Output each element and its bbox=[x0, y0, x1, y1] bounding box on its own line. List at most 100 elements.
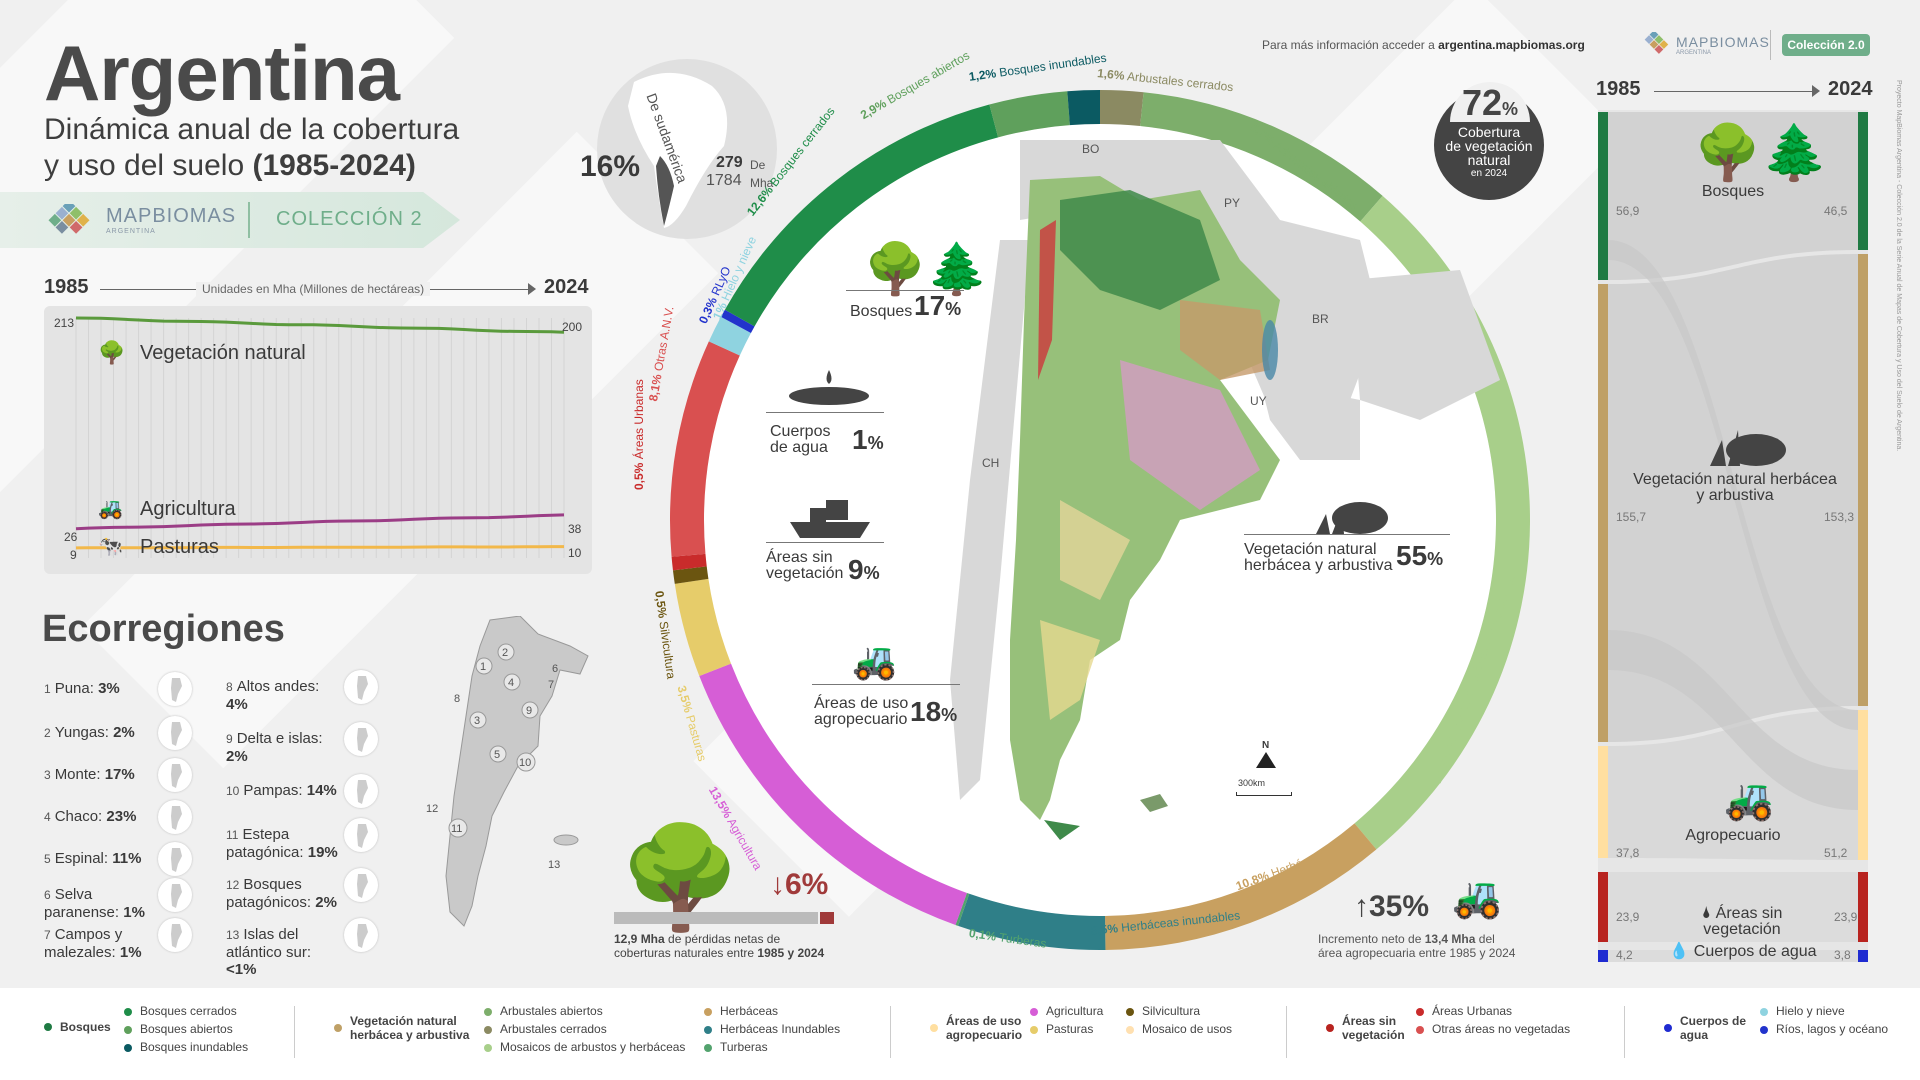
legend-bar bbox=[0, 988, 1920, 1080]
nonveg-percentage: 9% bbox=[848, 554, 880, 586]
ecoregion-name: Islas del atlántico sur: bbox=[226, 926, 312, 961]
gain-text-1: Incremento neto de bbox=[1318, 932, 1425, 946]
inset-num-1784: 1784 bbox=[706, 172, 742, 189]
water-pct-unit: % bbox=[867, 433, 884, 453]
legend-item-text: Pasturas bbox=[1046, 1022, 1094, 1036]
sankey-water-label: 💧 Cuerpos de agua bbox=[1669, 943, 1817, 960]
herb-percentage: 55% bbox=[1396, 540, 1443, 572]
herb-pct-unit: % bbox=[1427, 549, 1444, 569]
ecoregion-item: 5 Espinal: 11% bbox=[44, 850, 168, 868]
ring-label: 1,2% Bosques inundables bbox=[968, 51, 1107, 84]
legend-separator bbox=[890, 1006, 891, 1058]
ecoregion-item: 4 Chaco: 23% bbox=[44, 808, 168, 826]
sankey-agro-icon: 🚜 bbox=[1724, 778, 1774, 822]
donut-segment bbox=[720, 309, 755, 333]
legend-item-text: Ríos, lagos y océano bbox=[1776, 1022, 1889, 1036]
donut-segment bbox=[1100, 90, 1144, 127]
loss-pct-value: 6% bbox=[785, 868, 829, 901]
legend-separator bbox=[294, 1006, 295, 1058]
top-brand-sub: ARGENTINA bbox=[1676, 50, 1712, 56]
ecoregion-pct: <1% bbox=[226, 961, 257, 978]
loss-text-1: de pérdidas netas de bbox=[664, 932, 781, 946]
agro-label-2: agropecuario bbox=[814, 711, 908, 728]
pasture-start-value: 9 bbox=[70, 548, 77, 562]
south-america-inset bbox=[597, 59, 777, 239]
legend-group-text: Bosques bbox=[60, 1020, 111, 1034]
forest-icon: 🌳🌲 bbox=[864, 241, 989, 297]
legend-dot-icon bbox=[1030, 1007, 1038, 1016]
legend-dot-icon bbox=[44, 1023, 52, 1031]
ecoregion-number: 7 bbox=[44, 928, 51, 942]
donut-segment bbox=[699, 663, 967, 925]
ecoregion-item: 13 Islas del atlántico sur: <1% bbox=[226, 926, 342, 978]
veg-end-value: 200 bbox=[562, 320, 583, 334]
svg-text:3: 3 bbox=[474, 715, 480, 727]
ecoregion-name: Estepa patagónica: bbox=[226, 826, 304, 861]
gain-text-2: área agropecuaria entre 1985 y 2024 bbox=[1318, 946, 1516, 960]
sankey-nonveg-label-text: Áreas sin vegetación bbox=[1703, 905, 1783, 938]
loss-text: 12,9 Mha de pérdidas netas de coberturas… bbox=[614, 932, 824, 960]
donut-segment bbox=[955, 892, 970, 926]
ecoregion-thumbnail bbox=[158, 800, 192, 834]
legend-item: Arbustales cerrados bbox=[484, 1022, 607, 1036]
ring-label-text: Áreas Urbanas bbox=[632, 379, 646, 460]
sankey-herb-icon bbox=[1700, 420, 1790, 471]
forest-pct-unit: % bbox=[945, 299, 962, 319]
sankey-chart bbox=[1598, 110, 1868, 962]
ecoregion-number: 8 bbox=[226, 680, 233, 694]
water-label-2: de agua bbox=[770, 439, 828, 456]
ecoregion-thumbnail bbox=[158, 716, 192, 750]
ecoregion-item: 2 Yungas: 2% bbox=[44, 724, 168, 742]
sankey-year-start: 1985 bbox=[1596, 78, 1641, 100]
water-pct-value: 1 bbox=[852, 424, 868, 455]
coverage-line-1: Cobertura bbox=[1457, 124, 1521, 140]
svg-text:12: 12 bbox=[426, 803, 438, 815]
mapbiomas-logo-small-icon bbox=[1644, 32, 1669, 54]
brand-bar bbox=[0, 192, 460, 248]
series-line-pastures bbox=[75, 545, 564, 550]
ecoregion-number: 4 bbox=[44, 810, 51, 824]
ecoregion-pct: 3% bbox=[98, 680, 120, 697]
ecoregion-item: 12 Bosques patagónicos: 2% bbox=[226, 876, 342, 911]
herb-label-1: Vegetación natural bbox=[1244, 541, 1377, 558]
page-title: Argentina bbox=[44, 29, 400, 117]
donut-segment bbox=[672, 566, 709, 584]
page-subtitle: Dinámica anual de la cobertura y uso del… bbox=[44, 112, 524, 184]
veg-series-label: Vegetación natural bbox=[140, 342, 306, 364]
svg-text:8: 8 bbox=[454, 693, 460, 705]
legend-dot-icon bbox=[704, 1043, 712, 1052]
nonveg-pct-value: 9 bbox=[848, 554, 864, 585]
donut-segment bbox=[724, 104, 999, 327]
collection-badge: Colección 2.0 bbox=[1782, 34, 1870, 56]
legend-item: Herbáceas bbox=[704, 1004, 778, 1018]
sankey-nonveg-label: 🌢 Áreas sin vegetación bbox=[1701, 905, 1783, 938]
agro-pct-unit: % bbox=[941, 705, 958, 725]
ring-label-pct: 1,6% bbox=[1096, 66, 1126, 83]
ring-label-text: Bosques inundables bbox=[998, 50, 1108, 80]
agro-percentage: 18% bbox=[910, 696, 957, 728]
ecoregion-number: 11 bbox=[226, 828, 239, 842]
loss-text-2: coberturas naturales entre bbox=[614, 946, 758, 960]
sankey-agro-start: 37,8 bbox=[1616, 846, 1640, 860]
legend-dot-icon bbox=[1416, 1007, 1424, 1016]
gain-text: Incremento neto de 13,4 Mha del área agr… bbox=[1318, 932, 1515, 960]
legend-item: Mosaicos de arbustos y herbáceas bbox=[484, 1040, 685, 1054]
legend-group-text: Áreas sin vegetación bbox=[1342, 1014, 1405, 1042]
legend-dot-icon bbox=[124, 1043, 132, 1052]
legend-item: Pasturas bbox=[1030, 1022, 1093, 1036]
legend-item-text: Agricultura bbox=[1046, 1004, 1104, 1018]
ecoregion-name: Selva paranense: bbox=[44, 886, 120, 921]
timeline-units-note: Unidades en Mha (Millones de hectáreas) bbox=[196, 282, 431, 296]
nonveg-label: Áreas sin vegetación bbox=[766, 550, 843, 582]
timeline-year-end: 2024 bbox=[544, 276, 589, 298]
info-text: Para más información acceder a bbox=[1262, 38, 1435, 52]
donut-segment bbox=[989, 91, 1070, 138]
sankey-agro-label: Agropecuario bbox=[1685, 827, 1781, 844]
sankey-arrow-icon bbox=[1812, 85, 1820, 97]
ecoregion-pct: 1% bbox=[119, 944, 142, 961]
info-link[interactable]: argentina.mapbiomas.org bbox=[1438, 38, 1585, 52]
ecoregion-pct: 14% bbox=[306, 782, 337, 799]
ecoregion-name: Delta e islas: bbox=[236, 730, 323, 747]
donut-segment bbox=[1105, 823, 1377, 950]
ecoregion-name: Campos y malezales: bbox=[44, 926, 123, 961]
